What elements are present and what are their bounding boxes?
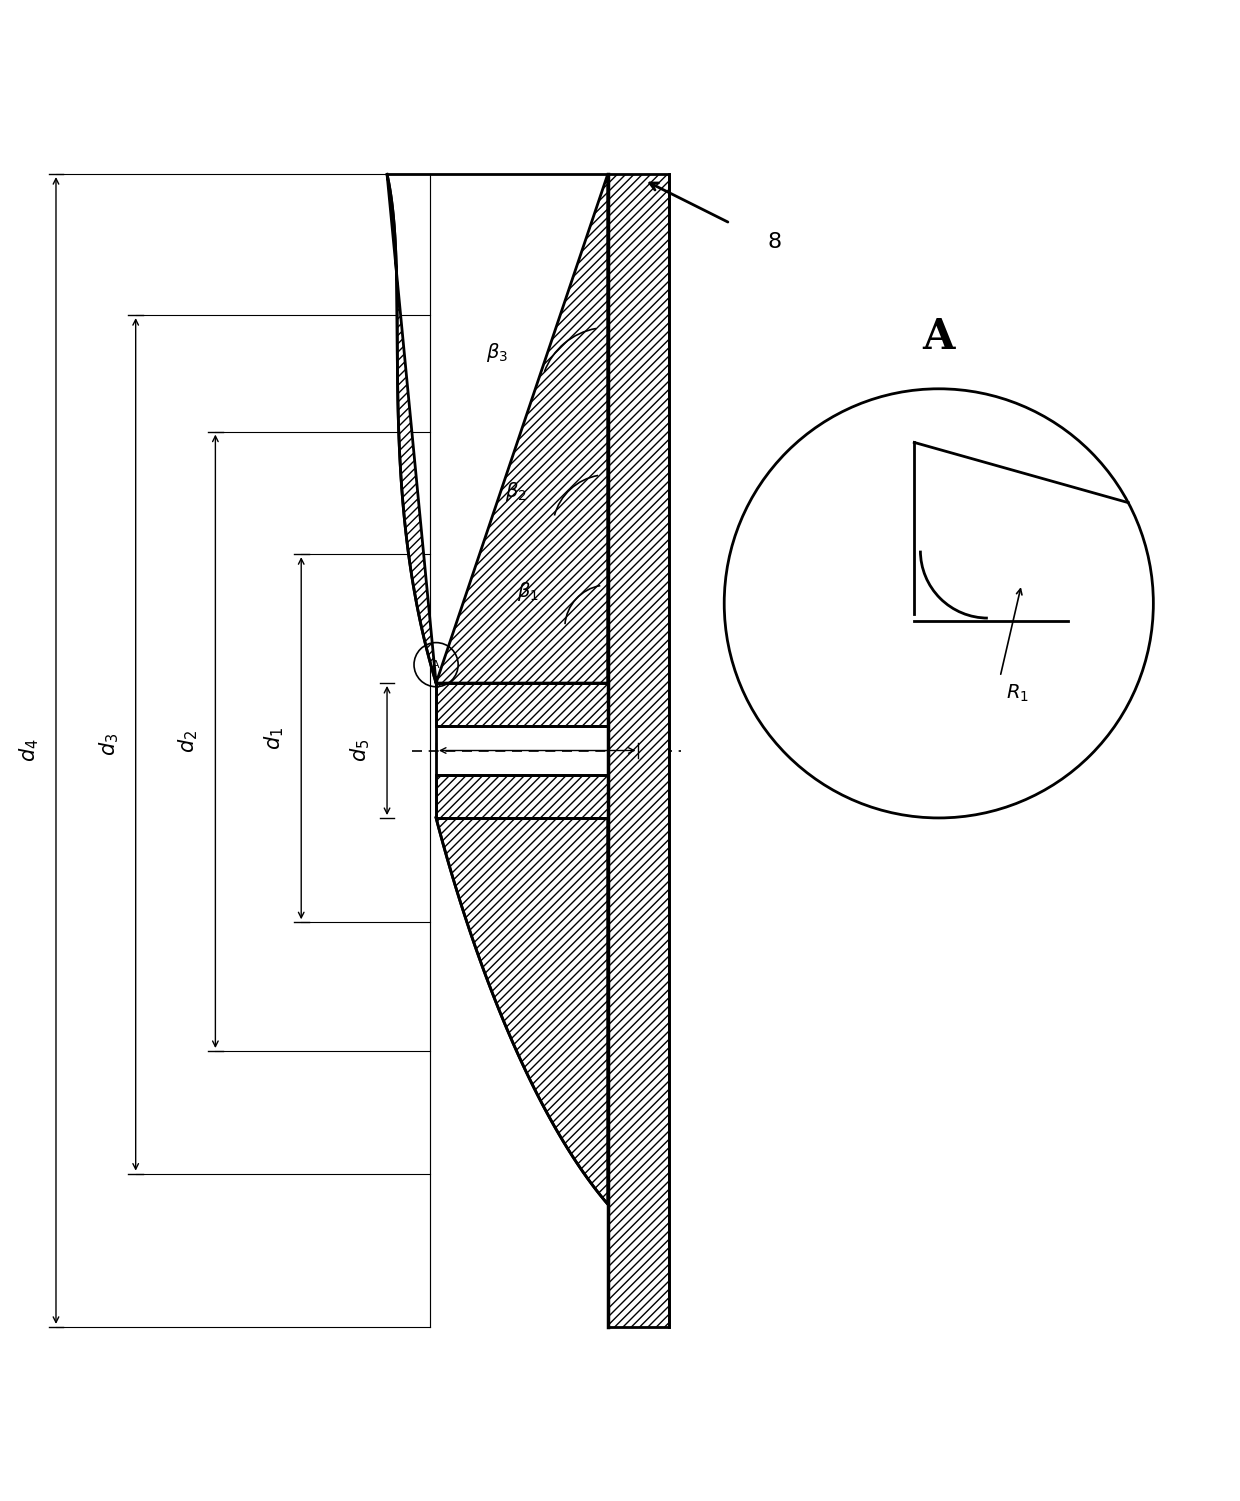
Text: $R_1$: $R_1$: [1006, 683, 1029, 704]
Text: 8: 8: [768, 231, 781, 252]
Text: $\beta_1$: $\beta_1$: [517, 581, 539, 603]
Text: $d_1$: $d_1$: [263, 726, 286, 750]
Text: $\beta_2$: $\beta_2$: [505, 480, 527, 503]
Text: $d_4$: $d_4$: [17, 738, 41, 763]
Polygon shape: [436, 775, 608, 818]
Polygon shape: [436, 683, 608, 726]
Polygon shape: [608, 174, 670, 1327]
Text: $d_5$: $d_5$: [348, 738, 372, 763]
Text: $d_2$: $d_2$: [176, 729, 200, 754]
Text: A: A: [923, 317, 955, 359]
Text: A: A: [433, 659, 440, 669]
Text: $d_3$: $d_3$: [97, 732, 120, 757]
Text: $\beta_3$: $\beta_3$: [486, 341, 508, 365]
Polygon shape: [436, 818, 608, 1204]
Polygon shape: [387, 174, 608, 683]
Text: $d$: $d$: [542, 708, 557, 728]
